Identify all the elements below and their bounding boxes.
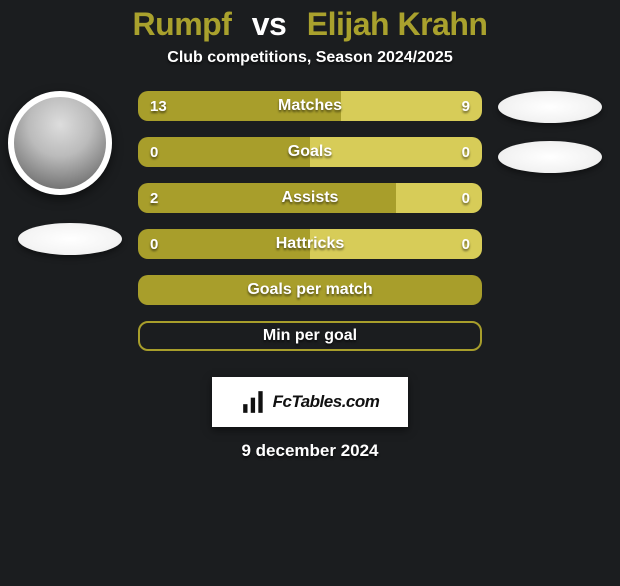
bar-chart-icon (241, 389, 267, 415)
stat-bar-right (310, 229, 482, 259)
date-stamp: 9 december 2024 (0, 441, 620, 461)
stat-bar-right (341, 91, 482, 121)
stat-row: Min per goal (138, 321, 482, 351)
stat-bar-left (138, 137, 310, 167)
branding-badge: FcTables.com (212, 377, 408, 427)
title-vs: vs (252, 6, 287, 42)
subtitle: Club competitions, Season 2024/2025 (0, 49, 620, 67)
stat-label: Goals per match (138, 275, 482, 305)
stat-bar-right (396, 183, 482, 213)
club-badge-left (18, 223, 122, 255)
avatar-left-player (8, 91, 112, 195)
stat-row: Assists20 (138, 183, 482, 213)
comparison-arena: Matches139 Goals00 Assists20 Hattricks00 Goa… (0, 91, 620, 367)
stat-row: Goals00 (138, 137, 482, 167)
stat-bar-right (310, 137, 482, 167)
title-player-left: Rumpf (133, 6, 232, 42)
club-badge-right-1 (498, 91, 602, 123)
stat-row: Matches139 (138, 91, 482, 121)
stat-bar-left (138, 91, 341, 121)
stat-bars: Matches139 Goals00 Assists20 Hattricks00 Goa… (138, 91, 482, 367)
stat-label: Min per goal (140, 323, 480, 349)
stat-row: Hattricks00 (138, 229, 482, 259)
club-badge-right-2 (498, 141, 602, 173)
branding-text: FcTables.com (273, 392, 380, 412)
stat-row: Goals per match (138, 275, 482, 305)
stat-bar-left (138, 229, 310, 259)
stat-bar-left (138, 183, 396, 213)
page-title: Rumpf vs Elijah Krahn (0, 6, 620, 43)
title-player-right: Elijah Krahn (307, 6, 488, 42)
